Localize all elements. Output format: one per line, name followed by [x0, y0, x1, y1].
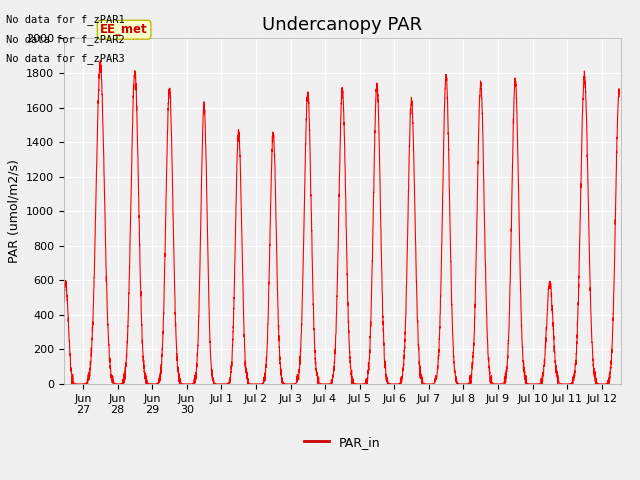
Text: No data for f_zPAR3: No data for f_zPAR3 — [6, 53, 125, 64]
Text: No data for f_zPAR2: No data for f_zPAR2 — [6, 34, 125, 45]
Legend: PAR_in: PAR_in — [299, 431, 386, 454]
Text: No data for f_zPAR1: No data for f_zPAR1 — [6, 14, 125, 25]
Text: EE_met: EE_met — [100, 23, 148, 36]
Y-axis label: PAR (umol/m2/s): PAR (umol/m2/s) — [8, 159, 20, 263]
Title: Undercanopy PAR: Undercanopy PAR — [262, 16, 422, 34]
